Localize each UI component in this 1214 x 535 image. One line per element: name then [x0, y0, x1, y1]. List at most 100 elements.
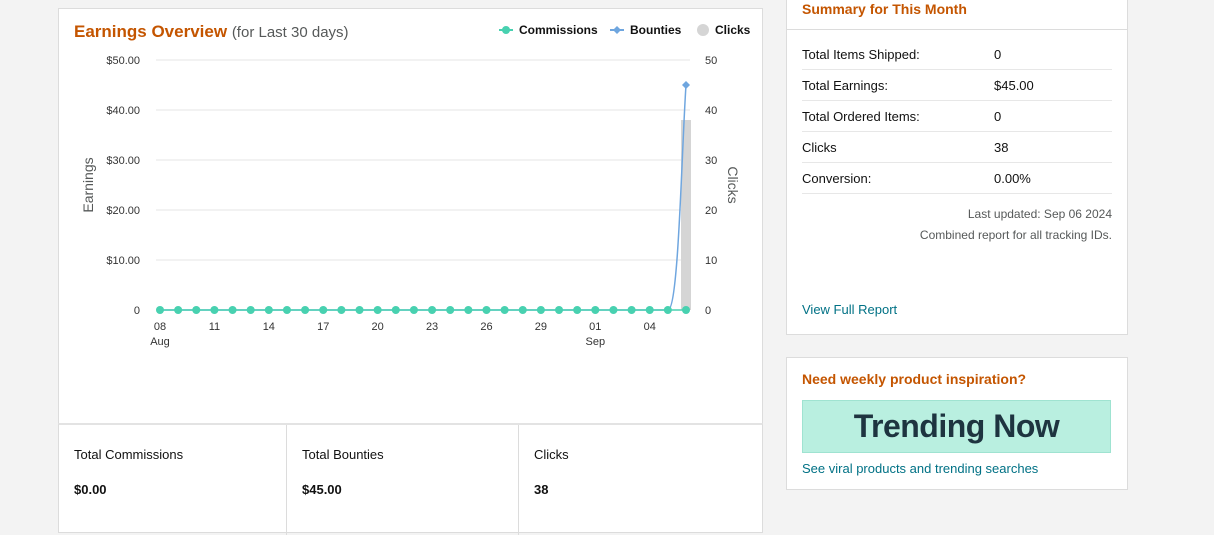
- y2-tick-label: 20: [705, 205, 717, 217]
- stat-total-commissions: Total Commissions $0.00: [59, 425, 286, 535]
- commissions-point: [264, 306, 273, 314]
- commissions-point: [319, 306, 328, 314]
- commissions-point: [500, 306, 509, 314]
- stat-clicks: Clicks 38: [518, 425, 762, 535]
- legend-commissions[interactable]: Commissions: [499, 23, 598, 37]
- commissions-point: [391, 306, 400, 314]
- summary-title: Summary for This Month: [802, 1, 967, 17]
- summary-row-items-shipped: Total Items Shipped: 0: [802, 39, 1112, 70]
- x-tick-label: 23: [426, 321, 438, 333]
- stat-value: $45.00: [302, 482, 342, 497]
- chart-subtitle: (for Last 30 days): [231, 24, 349, 41]
- commissions-point: [156, 306, 164, 314]
- commissions-point: [446, 306, 455, 314]
- x-tick-sublabel: Aug: [150, 336, 170, 348]
- y-tick-label: $30.00: [106, 155, 140, 167]
- commissions-point: [373, 306, 382, 314]
- circle-icon: [697, 24, 709, 36]
- commissions-point: [573, 306, 582, 314]
- x-tick-label: 11: [209, 321, 220, 333]
- commissions-point: [663, 306, 672, 314]
- inspiration-panel: Need weekly product inspiration? Trendin…: [786, 357, 1128, 490]
- commissions-point: [282, 306, 291, 314]
- bounties-series-line: [160, 84, 687, 311]
- chart-title-text: Earnings Overview: [74, 22, 228, 41]
- summary-row-label: Total Ordered Items:: [802, 108, 920, 124]
- trending-now-banner[interactable]: Trending Now: [802, 400, 1111, 453]
- summary-row-conversion: Conversion: 0.00%: [802, 163, 1112, 194]
- commissions-point: [464, 306, 473, 314]
- commissions-point: [555, 306, 564, 314]
- inspiration-title: Need weekly product inspiration?: [802, 371, 1027, 387]
- stat-value: 38: [534, 482, 549, 497]
- commissions-point: [482, 306, 491, 314]
- summary-row-value: 0: [994, 46, 1002, 62]
- last-updated: Last updated: Sep 06 2024: [967, 207, 1112, 221]
- commissions-point: [645, 306, 654, 314]
- y2-tick-label: 30: [705, 155, 717, 167]
- y-tick-label: $10.00: [106, 255, 140, 267]
- x-tick-label: 29: [535, 321, 547, 333]
- bounties-point: [682, 81, 690, 89]
- dot-line-icon: [499, 26, 513, 34]
- y2-tick-label: 10: [705, 255, 717, 267]
- stat-label: Total Commissions: [74, 447, 184, 462]
- summary-row-clicks: Clicks 38: [802, 132, 1112, 163]
- earnings-chart: 0 0 $10.00 10 $20.00 20 $30.00 30 $40.00 40 $50.00…: [80, 55, 741, 348]
- commissions-point: [682, 306, 690, 314]
- commissions-point: [228, 306, 237, 314]
- commissions-point: [409, 306, 418, 314]
- commissions-point: [174, 306, 183, 314]
- commissions-point: [301, 306, 310, 314]
- commissions-point: [428, 306, 437, 314]
- x-tick-label: 17: [317, 321, 329, 333]
- commissions-point: [591, 306, 600, 314]
- commissions-point: [518, 306, 527, 314]
- summary-row-label: Conversion:: [802, 170, 872, 186]
- commissions-point: [609, 306, 618, 314]
- summary-row-value: 0.00%: [994, 170, 1031, 186]
- commissions-point: [210, 306, 219, 314]
- summary-row-ordered-items: Total Ordered Items: 0: [802, 101, 1112, 132]
- summary-panel: Summary for This Month Total Items Shipp…: [786, 0, 1128, 335]
- commissions-point: [246, 306, 255, 314]
- y-axis-label: Earnings: [80, 157, 96, 212]
- legend-bounties[interactable]: Bounties: [610, 23, 681, 37]
- commissions-point: [192, 306, 201, 314]
- y2-axis-label: Clicks: [725, 166, 741, 203]
- clicks-bar: [681, 120, 691, 310]
- legend-clicks[interactable]: Clicks: [697, 23, 750, 37]
- stat-total-bounties: Total Bounties $45.00: [286, 425, 518, 535]
- viral-products-link[interactable]: See viral products and trending searches: [802, 461, 1039, 476]
- y-tick-label: $50.00: [106, 55, 140, 67]
- stat-label: Total Bounties: [302, 447, 384, 462]
- x-tick-label: 01: [589, 321, 601, 333]
- y-tick-label: $40.00: [106, 105, 140, 117]
- stat-label: Clicks: [534, 447, 569, 462]
- summary-row-total-earnings: Total Earnings: $45.00: [802, 70, 1112, 101]
- totals-panel: Total Commissions $0.00 Total Bounties $…: [58, 423, 763, 535]
- summary-row-value: 38: [994, 139, 1009, 155]
- legend-commissions-label: Commissions: [519, 23, 598, 37]
- stat-value: $0.00: [74, 482, 107, 497]
- divider: [787, 29, 1127, 30]
- summary-row-value: $45.00: [994, 77, 1034, 93]
- combined-report-note: Combined report for all tracking IDs.: [919, 228, 1112, 242]
- x-tick-label: 14: [263, 321, 275, 333]
- y2-tick-label: 50: [705, 55, 717, 67]
- summary-row-label: Total Earnings:: [802, 77, 888, 93]
- legend-clicks-label: Clicks: [715, 23, 751, 37]
- earnings-overview-panel: Earnings Overview (for Last 30 days) Com…: [58, 8, 763, 428]
- y-tick-label: $20.00: [106, 205, 140, 217]
- y2-tick-label: 40: [705, 105, 717, 117]
- legend-bounties-label: Bounties: [630, 23, 682, 37]
- commissions-point: [337, 306, 346, 314]
- chart-title: Earnings Overview (for Last 30 days): [74, 22, 349, 42]
- x-tick-label: 04: [644, 321, 656, 333]
- view-full-report-link[interactable]: View Full Report: [802, 302, 898, 317]
- x-tick-sublabel: Sep: [586, 336, 606, 348]
- commissions-point: [627, 306, 636, 314]
- summary-row-label: Total Items Shipped:: [802, 46, 920, 62]
- y2-tick-label: 0: [705, 305, 711, 317]
- x-tick-label: 20: [372, 321, 384, 333]
